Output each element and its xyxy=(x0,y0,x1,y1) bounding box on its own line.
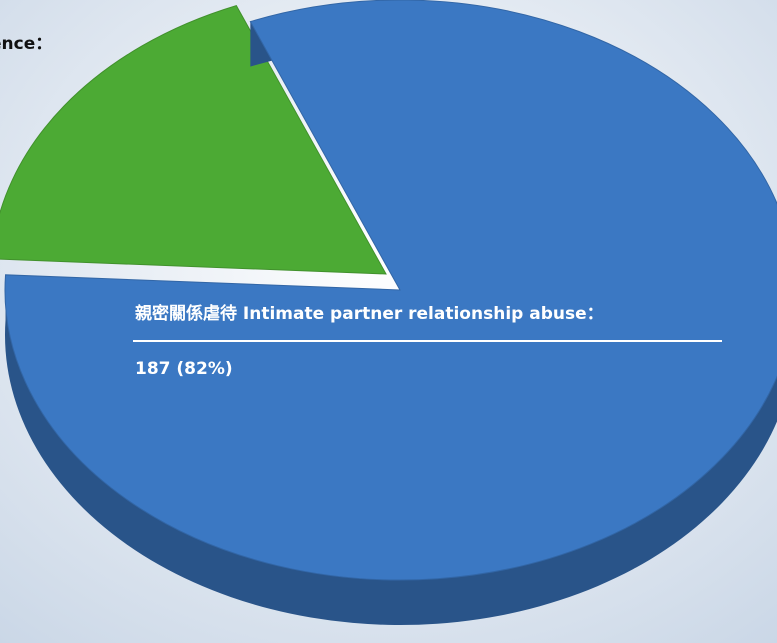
slice-label: ence： xyxy=(0,34,52,54)
pie xyxy=(0,0,777,625)
value-label: 187 (82%) xyxy=(135,359,233,379)
labels: ence： 親密關係虐待 Intimate partner relationshi… xyxy=(0,34,722,379)
slice xyxy=(4,0,777,581)
slice-label: 親密關係虐待 Intimate partner relationship abu… xyxy=(135,303,604,324)
slice xyxy=(0,5,387,275)
